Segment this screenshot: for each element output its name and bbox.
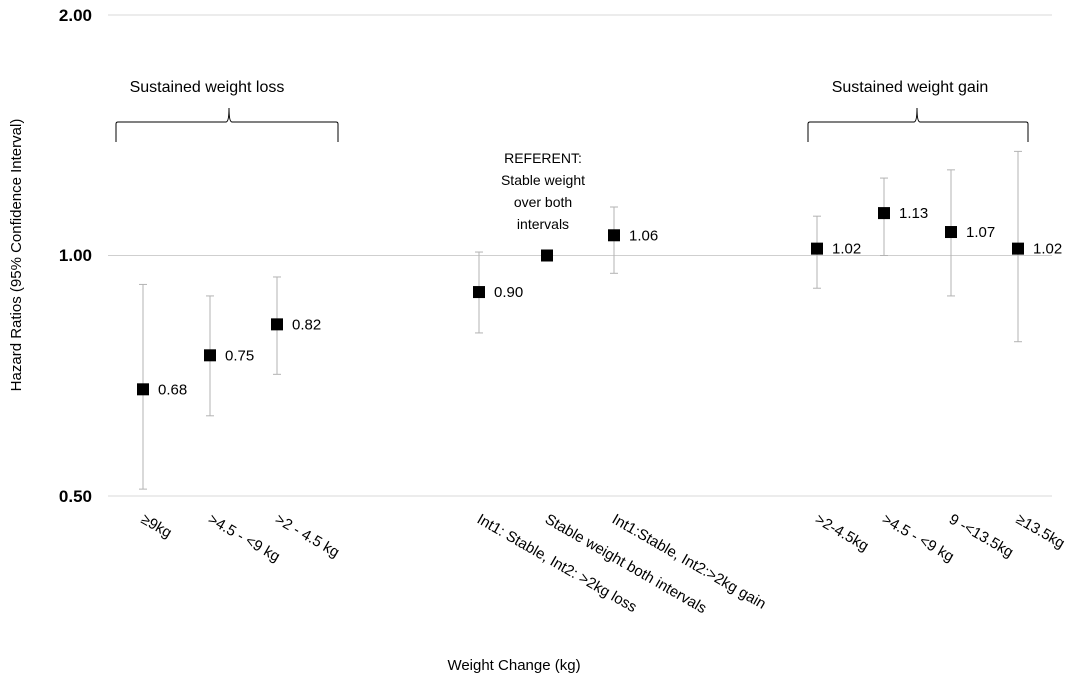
point-marker-4	[541, 249, 553, 262]
y-tick-top: 2.00	[59, 6, 92, 25]
point-marker-3	[473, 286, 485, 299]
point-marker-0	[137, 383, 149, 396]
y-tick-bottom: 0.50	[59, 487, 92, 506]
x-category-label-7: >4.5 - <9 kg	[879, 511, 957, 566]
x-category-label-1: >4.5 - <9 kg	[205, 511, 283, 566]
data-label-2: 0.82	[292, 316, 321, 333]
x-category-label-9: ≥13.5kg	[1013, 511, 1068, 552]
x-axis-title: Weight Change (kg)	[447, 657, 580, 674]
data-label-5: 1.06	[629, 227, 658, 244]
chart-marks: 0.68 ≥9kg 0.75 >4.5 - <9 kg 0.82 >2 - 4.5 kg 0…	[137, 150, 1068, 617]
point-marker-8	[945, 226, 957, 239]
loss-group-bracket	[115, 107, 339, 142]
data-label-0: 0.68	[158, 381, 187, 398]
y-tick-mid: 1.00	[59, 246, 92, 265]
x-category-label-2: >2 - 4.5 kg	[272, 511, 342, 561]
referent-annotation-line-2: Stable weight	[501, 172, 585, 188]
data-label-7: 1.13	[899, 205, 928, 222]
point-marker-9	[1012, 242, 1024, 255]
point-marker-2	[271, 318, 283, 331]
point-marker-1	[204, 349, 216, 362]
referent-annotation-line-4: intervals	[517, 216, 569, 232]
x-category-label-6: >2-4.5kg	[812, 511, 871, 555]
point-marker-6	[811, 242, 823, 255]
data-label-9: 1.02	[1033, 241, 1062, 258]
referent-annotation-line-3: over both	[514, 194, 572, 210]
y-axis-title: Hazard Ratios (95% Confidence Interval)	[8, 119, 25, 392]
point-marker-5	[608, 229, 620, 242]
x-category-label-0: ≥9kg	[138, 511, 175, 542]
data-label-1: 0.75	[225, 347, 254, 364]
gain-group-bracket	[807, 107, 1029, 142]
point-marker-7	[878, 207, 890, 220]
data-label-3: 0.90	[494, 284, 523, 301]
loss-group-label: Sustained weight loss	[130, 79, 285, 96]
data-label-6: 1.02	[832, 241, 861, 258]
x-category-label-8: 9 -<13.5kg	[946, 511, 1016, 561]
referent-annotation-line-1: REFERENT:	[504, 150, 582, 166]
data-label-8: 1.07	[966, 224, 995, 241]
gain-group-label: Sustained weight gain	[832, 79, 989, 96]
